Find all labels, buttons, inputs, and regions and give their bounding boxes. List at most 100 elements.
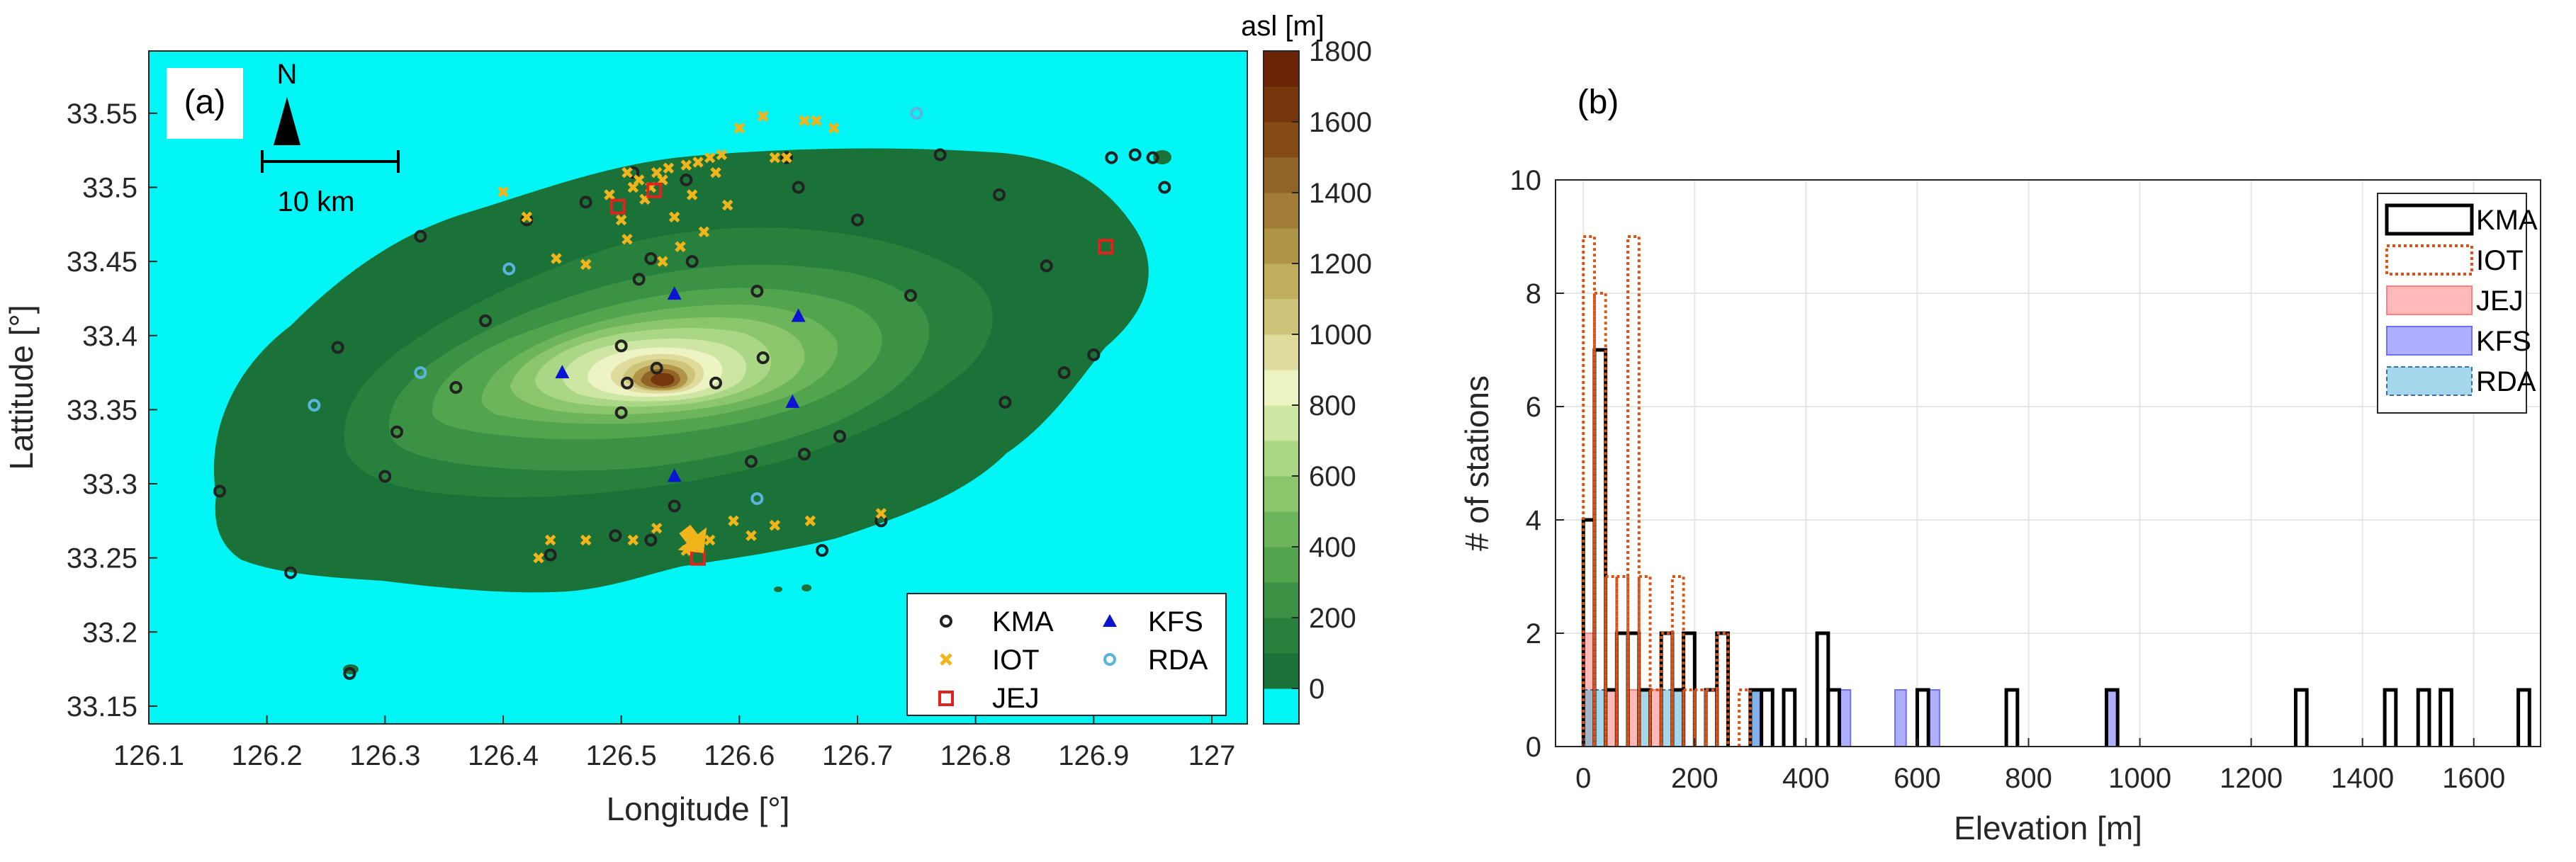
- station-kma: [999, 395, 1012, 409]
- station-rda: [308, 399, 321, 412]
- hist-y-tick-label: 10: [1510, 165, 1542, 196]
- hist-bar-iot: [1637, 575, 1652, 747]
- colorbar-segment: [1264, 334, 1299, 370]
- colorbar-segment: [1264, 618, 1299, 654]
- station-jej: [646, 182, 663, 198]
- station-iot: [781, 152, 792, 164]
- terrain: [213, 148, 1171, 674]
- hist-bar-kma: [1760, 688, 1774, 747]
- map-station-markers: [213, 106, 1171, 680]
- station-iot: [651, 523, 663, 534]
- islet: [774, 586, 782, 592]
- station-iot: [746, 530, 757, 542]
- hist-bar-iot: [1738, 688, 1752, 747]
- hist-legend-label: IOT: [2476, 245, 2524, 276]
- hist-bar-kma: [1915, 688, 1930, 747]
- map-y-tick-label: 33.15: [67, 691, 137, 722]
- colorbar-segment: [1264, 370, 1299, 406]
- hist-legend-label: KMA: [2476, 205, 2538, 236]
- map-x-tick-label: 126.6: [704, 740, 775, 771]
- colorbar-tick-label: 400: [1309, 532, 1356, 563]
- station-kma: [685, 255, 699, 268]
- map-y-tick-label: 33.35: [67, 395, 137, 426]
- map-x-axis-label: Longitude [°]: [607, 790, 790, 827]
- station-jej: [609, 198, 626, 215]
- scale-bar-label: 10 km: [278, 186, 355, 217]
- station-iot: [804, 515, 816, 527]
- legend-marker-kma: [940, 615, 952, 628]
- colorbar-segment: [1264, 582, 1299, 618]
- hist-x-tick-label: 400: [1782, 763, 1830, 794]
- station-iot: [663, 162, 675, 174]
- station-kma: [904, 289, 917, 302]
- map-x-tick-label: 126.1: [113, 740, 184, 771]
- hist-bar-kma: [2516, 688, 2531, 747]
- hist-bar-iot: [1615, 575, 1630, 747]
- colorbar-tick-label: 1800: [1309, 36, 1372, 67]
- station-iot: [757, 110, 769, 122]
- map-x-tick-label: 126.8: [940, 740, 1011, 771]
- station-iot: [704, 152, 716, 164]
- hist-bar-iot: [1715, 632, 1730, 747]
- station-kma: [780, 151, 793, 164]
- colorbar-segment: [1264, 228, 1299, 264]
- colorbar-segment: [1264, 193, 1299, 229]
- colorbar-segment: [1264, 86, 1299, 123]
- hist-x-tick-label: 1000: [2108, 763, 2171, 794]
- station-iot: [710, 166, 721, 178]
- station-kma: [750, 284, 764, 297]
- station-kfs: [667, 286, 682, 300]
- station-kma: [479, 314, 492, 327]
- map-x-tick-label: 126.7: [822, 740, 893, 771]
- legend-swatch-rda: [2386, 366, 2473, 396]
- map-y-axis-label: Lattitude [°]: [3, 305, 40, 470]
- hist-x-tick-label: 800: [2005, 763, 2052, 794]
- colorbar-segment: [1264, 299, 1299, 335]
- station-iot: [680, 159, 692, 171]
- station-kma: [745, 455, 758, 468]
- hist-y-axis-label: # of stations: [1458, 375, 1495, 551]
- station-kma: [284, 566, 297, 579]
- station-kma: [798, 448, 811, 461]
- station-iot: [615, 214, 627, 226]
- station-kma: [614, 406, 628, 419]
- station-kma: [792, 181, 805, 194]
- map-panel: (a) N 10 km KMA IOT JEJ KFS RDA 126.1 12: [3, 11, 1372, 827]
- colorbar-tick-label: 1400: [1309, 178, 1372, 209]
- map-y-tick-label: 33.45: [67, 246, 137, 278]
- colorbar-tick-label: 1200: [1309, 249, 1372, 280]
- hist-bar-kma: [2383, 688, 2398, 747]
- station-kma: [709, 376, 722, 390]
- station-kma: [390, 425, 403, 438]
- station-rda: [910, 106, 923, 120]
- station-iot: [675, 241, 686, 252]
- hist-bar-iot: [1704, 688, 1719, 747]
- station-iot: [668, 211, 680, 223]
- colorbar-segment: [1264, 157, 1299, 193]
- colorbar-tick-label: 200: [1309, 603, 1356, 634]
- colorbar-segment: [1264, 441, 1299, 477]
- hist-y-ticks: 0 2 4 6 8 10: [1510, 165, 1564, 763]
- colorbar-segment: [1264, 547, 1299, 583]
- hist-bar-iot: [1582, 235, 1596, 747]
- hist-x-tick-label: 200: [1671, 763, 1719, 794]
- map-y-tick-label: 33.4: [82, 321, 137, 352]
- hist-bar-iot: [1693, 688, 1708, 747]
- hist-axes-frame: [1555, 179, 2541, 747]
- station-kma: [933, 148, 947, 161]
- panel-a-label: (a): [184, 84, 226, 121]
- colorbar-segment: [1264, 476, 1299, 512]
- station-kma: [614, 339, 628, 353]
- terrain-layer-13: [651, 373, 675, 386]
- colorbar-segment: [1264, 263, 1299, 300]
- colorbar-segment: [1264, 405, 1299, 441]
- arrow-icon: [677, 524, 707, 553]
- colorbar-tick-label: 800: [1309, 390, 1356, 421]
- station-iot: [633, 174, 645, 186]
- station-kma: [1146, 151, 1159, 164]
- map-x-ticks: 126.1 126.2 126.3 126.4 126.5 126.6 126.7 126.8…: [113, 715, 1235, 771]
- panel-b-label: (b): [1577, 84, 1619, 121]
- station-iot: [704, 534, 716, 546]
- map-legend-label: KMA: [992, 606, 1054, 637]
